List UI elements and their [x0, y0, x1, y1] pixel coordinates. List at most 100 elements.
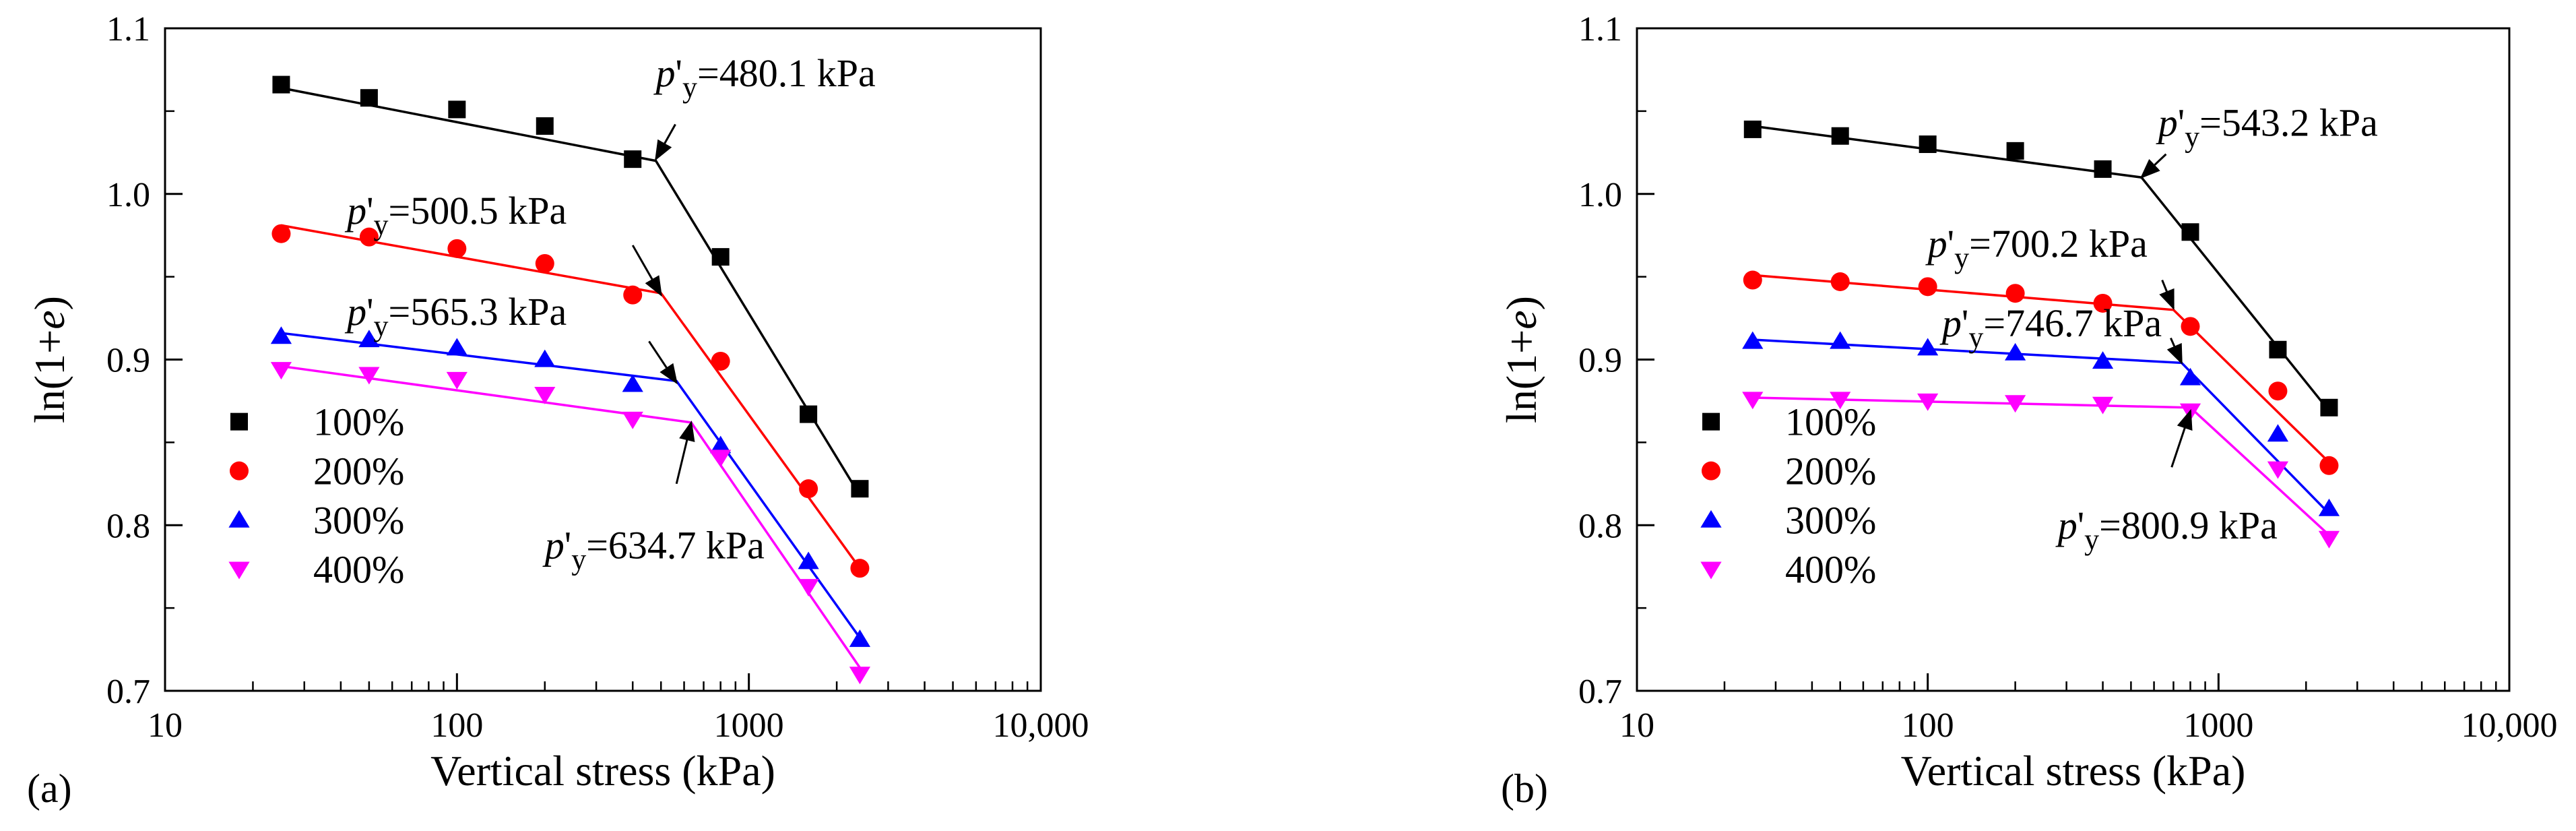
plot-frame — [164, 27, 1042, 692]
annotation-arrow — [2166, 337, 2183, 365]
data-point — [2005, 342, 2026, 361]
x-tick-label: 1000 — [714, 706, 784, 745]
data-point — [448, 100, 466, 119]
data-point — [1917, 338, 1939, 356]
annotation-arrow — [655, 123, 676, 161]
data-point — [534, 349, 556, 367]
breakpoint-annotation: p'y=543.2 kPa — [2139, 101, 2378, 179]
y-tick-label: 0.8 — [106, 507, 150, 545]
breakpoint-annotation: p'y=480.1 kPa — [653, 51, 876, 161]
data-point — [360, 89, 378, 107]
y-axis-label: ln(1+e) — [26, 296, 73, 423]
data-point — [358, 330, 380, 348]
data-point — [623, 285, 643, 305]
x-axis-label: Vertical stress (kPa) — [430, 747, 775, 795]
data-point — [2268, 381, 2288, 401]
data-point — [851, 480, 869, 498]
data-point — [446, 338, 468, 356]
data-point — [446, 371, 468, 390]
data-point — [622, 411, 643, 429]
legend-entry: 200% — [313, 450, 404, 493]
fit-line — [1752, 125, 2330, 412]
panel-label: (a) — [27, 766, 72, 811]
data-point — [798, 551, 819, 570]
data-point — [270, 362, 292, 380]
breakpoint-annotation: p'y=500.5 kPa — [344, 189, 662, 297]
annotation-label: p'y=700.2 kPa — [1925, 222, 2148, 274]
data-point — [2181, 317, 2200, 336]
legend-entry: 100% — [1785, 400, 1876, 444]
data-point — [2269, 340, 2287, 359]
data-point — [710, 435, 732, 454]
x-tick-label: 100 — [1902, 706, 1954, 745]
panel-b: 10 100 1000 10,000 0.7 0.8 0.9 1.0 1.1 Vertical s… — [1498, 10, 2558, 811]
data-point — [272, 75, 290, 94]
y-tick-label: 1.1 — [106, 10, 150, 49]
annotation-arrow — [2139, 153, 2167, 179]
data-point — [2318, 530, 2340, 549]
data-point — [2005, 395, 2026, 413]
data-point — [800, 405, 818, 423]
y-tick-label: 0.7 — [106, 673, 150, 711]
annotation-label: p'y=500.5 kPa — [344, 189, 567, 241]
data-point — [849, 667, 871, 685]
annotation-arrow — [675, 420, 695, 485]
legend-marker — [1700, 510, 1722, 528]
annotation-label: p'y=543.2 kPa — [2156, 101, 2378, 154]
data-point — [1830, 392, 1851, 410]
data-point — [536, 117, 554, 135]
breakpoint-annotation: p'y=746.7 kPa — [1939, 301, 2183, 365]
data-point — [1742, 331, 1764, 349]
x-tick-label: 10,000 — [993, 706, 1089, 745]
y-tick-label: 0.8 — [1578, 507, 1622, 545]
data-point — [1830, 331, 1851, 349]
data-point — [1742, 392, 1764, 410]
data-point — [1919, 135, 1937, 154]
data-point — [447, 239, 467, 258]
data-point — [534, 386, 556, 404]
data-point — [624, 150, 642, 168]
legend-entry: 400% — [313, 548, 404, 592]
x-tick-label: 100 — [430, 706, 483, 745]
legend-marker — [228, 510, 250, 528]
legend-entry: 300% — [313, 499, 404, 543]
annotation-label: p'y=634.7 kPa — [542, 523, 765, 576]
annotation-arrow — [631, 245, 662, 297]
legend-entry: 100% — [313, 400, 404, 444]
y-axis-label: ln(1+e) — [1498, 296, 1545, 423]
data-point — [711, 248, 730, 266]
data-point — [711, 351, 730, 371]
breakpoint-annotation: p'y=800.9 kPa — [2055, 408, 2278, 556]
data-point — [2320, 398, 2338, 417]
data-point — [1831, 127, 1849, 145]
annotation-label: p'y=480.1 kPa — [653, 51, 876, 104]
breakpoint-annotation: p'y=700.2 kPa — [1925, 222, 2175, 311]
legend-marker — [230, 461, 249, 481]
legend-marker — [228, 561, 250, 580]
x-axis-label: Vertical stress (kPa) — [1901, 747, 2246, 795]
legend-entry: 200% — [1785, 450, 1876, 493]
y-tick-label: 1.1 — [1578, 10, 1622, 49]
data-point — [1830, 272, 1850, 291]
legend-entry: 400% — [1785, 548, 1876, 592]
data-point — [2093, 293, 2113, 313]
annotation-arrow — [2170, 408, 2193, 468]
data-point — [850, 559, 870, 578]
data-point — [2181, 223, 2199, 241]
legend-marker — [1702, 412, 1720, 431]
y-tick-label: 0.9 — [106, 342, 150, 380]
panel-a: 10 100 1000 10,000 0.7 0.8 0.9 1.0 1.1 Vertical s… — [26, 10, 1089, 811]
data-point — [2092, 351, 2114, 369]
data-point — [2094, 160, 2112, 178]
legend-entry: 300% — [1785, 499, 1876, 543]
data-point — [798, 579, 819, 596]
annotation-label: p'y=746.7 kPa — [1939, 301, 2162, 354]
x-tick-label: 1000 — [2183, 706, 2253, 745]
data-point — [710, 450, 732, 468]
data-point — [359, 227, 379, 247]
x-tick-label: 10,000 — [2461, 706, 2558, 745]
annotation-label: p'y=565.3 kPa — [344, 290, 567, 342]
y-tick-label: 1.0 — [106, 176, 150, 214]
data-point — [271, 224, 291, 243]
data-point — [2267, 424, 2289, 442]
